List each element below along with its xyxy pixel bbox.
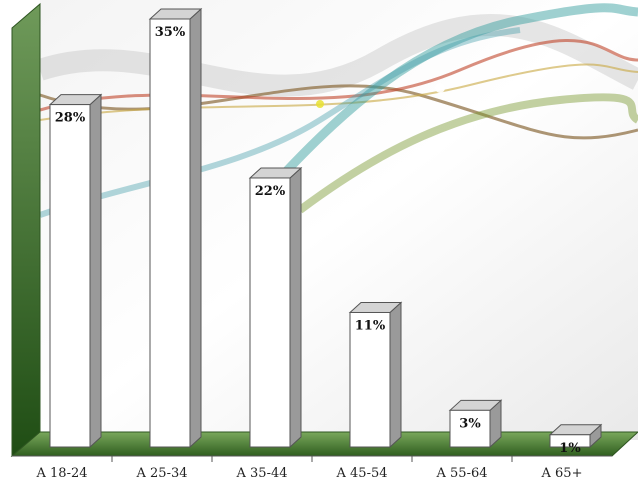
x-tick-label: A 45-54 — [336, 466, 388, 481]
x-tick-label: A 55-64 — [436, 466, 488, 481]
bar-5: 3% — [448, 399, 503, 449]
bar-front-face — [549, 434, 591, 448]
bar-6: 1% — [548, 423, 603, 456]
bar-3: 22% — [248, 166, 303, 449]
bar-front-face — [149, 18, 191, 448]
bar-side-face — [89, 93, 102, 449]
bar-side-face — [389, 301, 402, 449]
bar-2: 35% — [148, 7, 203, 449]
chart-wall — [11, 2, 41, 458]
plot-background — [36, 0, 638, 440]
bar-side-face — [189, 7, 202, 449]
bar-front-face — [349, 311, 391, 448]
bar-value-label: 11% — [355, 318, 386, 333]
bar-1: 28% — [48, 93, 103, 449]
bar-front-face — [249, 177, 291, 448]
bar-value-label: 22% — [255, 184, 286, 199]
x-tick-label: A 18-24 — [36, 466, 88, 481]
x-axis-ticks: A 18-24 A 25-34 A 35-44 A 45-54 A 55-64 A 65+ — [36, 456, 583, 481]
bar-value-label: 3% — [459, 416, 481, 431]
bar-value-label: 35% — [155, 25, 186, 40]
bars-group: 28% 35% 22% 11% 3% 1% — [48, 7, 603, 456]
bar-value-label: 1% — [559, 441, 581, 456]
bar-4: 11% — [348, 301, 403, 449]
bar-value-label: 28% — [55, 111, 86, 126]
chart-floor — [10, 431, 638, 457]
x-tick-label: A 65+ — [541, 466, 583, 481]
x-tick-label: A 25-34 — [136, 466, 188, 481]
bar-side-face — [289, 166, 302, 449]
bar-front-face — [49, 104, 91, 448]
bar-front-face — [449, 409, 491, 448]
x-tick-label: A 35-44 — [236, 466, 288, 481]
